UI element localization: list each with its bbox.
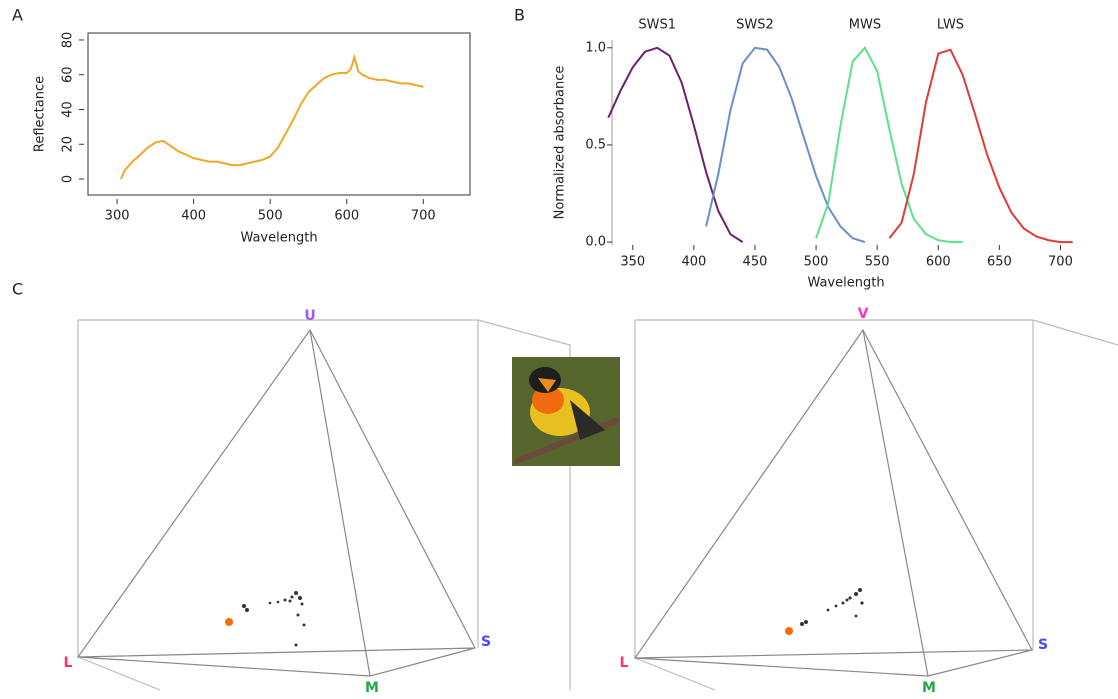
vertex-label: M <box>365 680 379 695</box>
tetrahedron-right <box>633 319 1118 691</box>
y-tick-label: 1.0 <box>585 40 606 55</box>
x-tick-label: 500 <box>804 255 829 270</box>
y-tick-label: 40 <box>61 101 76 118</box>
absorbance-curve <box>888 48 1073 244</box>
panel-label: C <box>12 280 23 299</box>
panel-label: B <box>514 6 525 25</box>
x-tick-label: 400 <box>181 209 206 224</box>
vertex-label: M <box>922 680 936 695</box>
x-tick-label: 400 <box>681 255 706 270</box>
x-tick-label: 500 <box>258 209 283 224</box>
reflectance-line <box>119 53 424 180</box>
series-label: SWS1 <box>638 18 676 33</box>
x-tick-label: 350 <box>620 255 645 270</box>
y-axis-label: Reflectance <box>33 76 48 152</box>
y-tick-label: 80 <box>61 32 76 49</box>
vertex-label: S <box>481 634 491 650</box>
absorbance-curve <box>607 46 744 243</box>
x-tick-label: 600 <box>334 209 359 224</box>
vertex-label: S <box>1038 637 1048 653</box>
x-tick-label: 550 <box>865 255 890 270</box>
x-tick-label: 700 <box>1048 255 1073 270</box>
x-tick-label: 600 <box>926 255 951 270</box>
y-tick-label: 0.5 <box>585 137 606 152</box>
panel-label: A <box>12 6 23 25</box>
y-tick-label: 0.0 <box>585 235 606 250</box>
vertex-label: L <box>64 655 73 671</box>
tetrahedron-left <box>76 319 571 691</box>
y-tick-label: 20 <box>61 136 76 153</box>
plumage-point <box>225 618 233 626</box>
x-axis-label: Wavelength <box>240 231 317 246</box>
y-tick-label: 60 <box>61 66 76 83</box>
vertex-label: L <box>620 655 629 671</box>
vertex-label: U <box>304 308 315 324</box>
x-axis-label: Wavelength <box>807 276 884 291</box>
series-label: MWS <box>849 18 881 33</box>
series-label: SWS2 <box>736 18 774 33</box>
x-tick-label: 450 <box>743 255 768 270</box>
absorbance-curve <box>705 46 866 244</box>
plot-frame <box>87 32 471 196</box>
x-tick-label: 650 <box>987 255 1012 270</box>
absorbance-curve <box>815 46 963 244</box>
y-axis-label: Normalized absorbance <box>553 66 568 220</box>
sample-cloud <box>242 588 864 647</box>
series-label: LWS <box>937 18 964 33</box>
vertex-label: V <box>858 306 869 322</box>
x-tick-label: 700 <box>411 209 436 224</box>
bird-photo <box>512 357 620 466</box>
y-tick-label: 0 <box>61 175 76 183</box>
x-tick-label: 300 <box>105 209 130 224</box>
plumage-point <box>785 627 793 635</box>
